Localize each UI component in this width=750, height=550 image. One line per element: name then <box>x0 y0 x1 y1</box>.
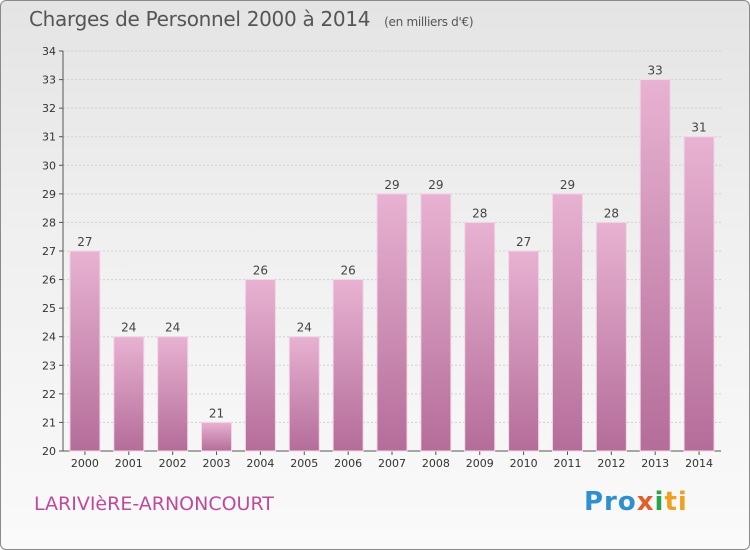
bar <box>639 79 671 452</box>
y-tick-label: 23 <box>42 359 56 372</box>
chart-subtitle: (en milliers d'€) <box>384 15 474 29</box>
y-tick-label: 34 <box>42 45 56 58</box>
data-label: 29 <box>428 178 443 192</box>
data-label: 21 <box>209 406 224 420</box>
y-tick-label: 30 <box>42 159 56 172</box>
bar <box>376 193 408 452</box>
bar <box>464 221 496 452</box>
x-tick-label: 2000 <box>71 457 99 470</box>
data-label: 24 <box>297 321 312 335</box>
bar <box>420 193 452 452</box>
x-tick-label: 2013 <box>641 457 669 470</box>
bar <box>288 336 320 452</box>
proxiti-logo: Proxiti <box>584 487 688 517</box>
data-label: 26 <box>340 264 355 278</box>
bar <box>551 193 583 452</box>
y-tick-label: 31 <box>42 131 56 144</box>
data-label: 29 <box>560 178 575 192</box>
x-tick-label: 2007 <box>378 457 406 470</box>
logo-part-3: i <box>654 487 665 517</box>
chart-title: Charges de Personnel 2000 à 2014 (en mill… <box>29 7 474 31</box>
y-tick-label: 20 <box>42 445 56 458</box>
data-label: 27 <box>77 235 92 249</box>
bar <box>683 136 715 452</box>
x-tick-label: 2002 <box>159 457 187 470</box>
y-tick-label: 28 <box>42 216 56 229</box>
data-label: 24 <box>165 321 180 335</box>
x-tick-label: 2004 <box>246 457 274 470</box>
x-tick-label: 2005 <box>290 457 318 470</box>
x-tick-label: 2010 <box>510 457 538 470</box>
commune-name: LARIVIèRE-ARNONCOURT <box>34 493 274 515</box>
bar <box>508 250 540 452</box>
y-tick-label: 24 <box>42 331 56 344</box>
y-tick-label: 32 <box>42 102 56 115</box>
data-label: 28 <box>472 206 487 220</box>
data-label: 27 <box>516 235 531 249</box>
y-tick-label: 25 <box>42 302 56 315</box>
x-tick-label: 2009 <box>466 457 494 470</box>
y-tick-label: 29 <box>42 188 56 201</box>
chart-title-text: Charges de Personnel 2000 à 2014 <box>29 7 371 31</box>
x-tick-label: 2011 <box>553 457 581 470</box>
data-label: 33 <box>648 64 663 78</box>
y-tick-label: 26 <box>42 274 56 287</box>
data-label: 28 <box>604 206 619 220</box>
data-label: 26 <box>253 264 268 278</box>
logo-part-2: x <box>636 487 655 517</box>
bar <box>157 336 189 452</box>
y-tick-label: 27 <box>42 245 56 258</box>
data-label: 29 <box>384 178 399 192</box>
y-tick-label: 21 <box>42 416 56 429</box>
bar <box>69 250 101 452</box>
bar <box>201 421 233 452</box>
bar <box>595 221 627 452</box>
bar <box>244 279 276 452</box>
x-tick-label: 2001 <box>115 457 143 470</box>
label-layer: 27 24 24 21 26 24 26 29 29 28 27 29 28 33 31 <box>77 64 706 421</box>
x-tick-label: 2012 <box>597 457 625 470</box>
data-label: 24 <box>121 321 136 335</box>
logo-part-1: Pro <box>584 487 637 517</box>
data-label: 31 <box>691 121 706 135</box>
x-tick-label: 2006 <box>334 457 362 470</box>
logo-part-4: ti <box>664 487 688 517</box>
bar <box>332 279 364 452</box>
bar-layer <box>69 79 715 452</box>
bar <box>113 336 145 452</box>
y-tick-label: 22 <box>42 388 56 401</box>
y-tick-label: 33 <box>42 74 56 87</box>
x-tick-label: 2008 <box>422 457 450 470</box>
x-tick-label: 2003 <box>203 457 231 470</box>
x-tick-label: 2014 <box>685 457 713 470</box>
